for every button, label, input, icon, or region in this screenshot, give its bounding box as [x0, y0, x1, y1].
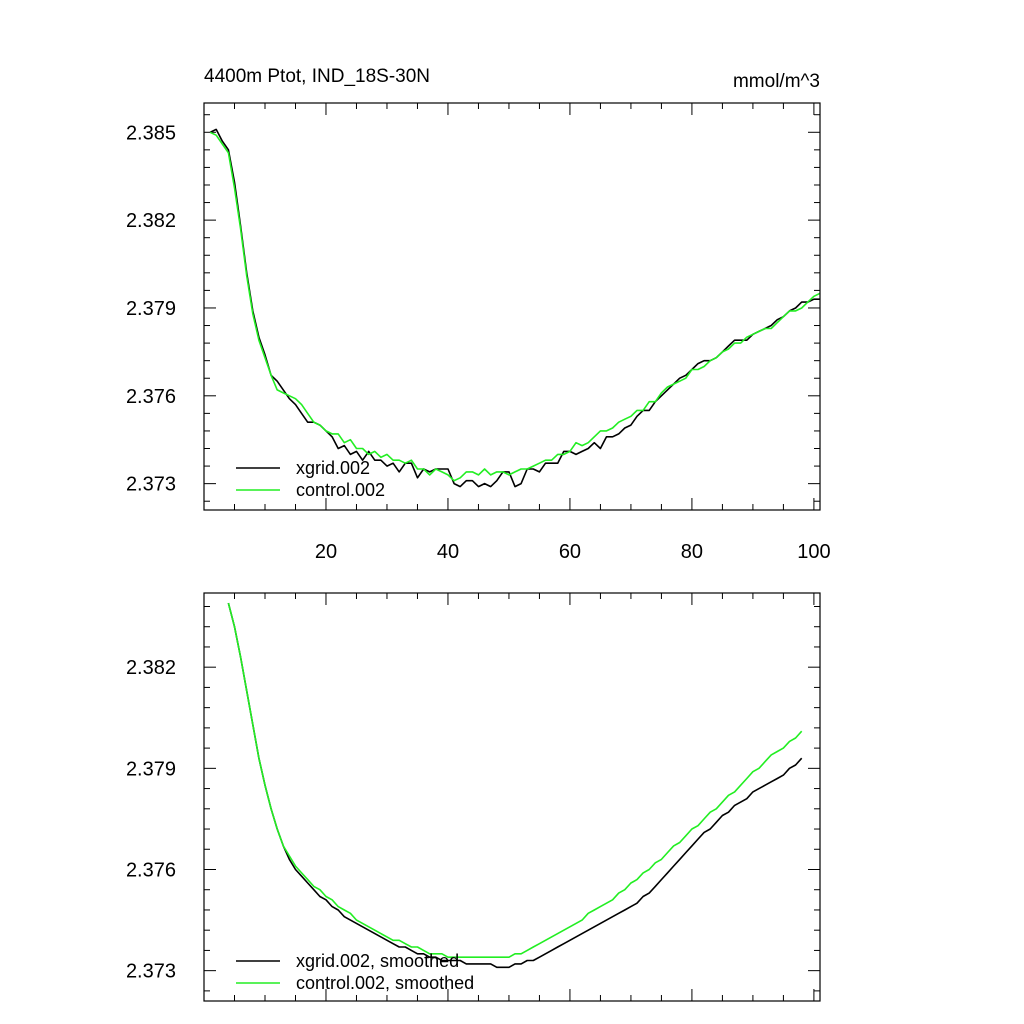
legend-label: control.002, smoothed [296, 973, 474, 993]
x-tick-label: 80 [681, 541, 703, 563]
y-tick-label: 2.376 [126, 859, 176, 881]
legend-label: xgrid.002, smoothed [296, 951, 459, 971]
y-tick-label: 2.379 [126, 298, 176, 320]
legend-label: control.002 [296, 480, 385, 500]
bottom-panel: 2.373 2.376 2.379 2.382 xgrid.002, smoothed… [126, 592, 821, 1002]
y-tick-label: 2.376 [126, 386, 176, 408]
series-group [209, 128, 821, 488]
y-tick-labels: 2.373 2.376 2.379 2.382 [126, 657, 176, 982]
x-tick-label: 40 [437, 541, 459, 563]
panel-title: 4400m Ptot, IND_18S-30N [204, 66, 430, 87]
top-panel: 4400m Ptot, IND_18S-30N mmol/m^3 2.3732.… [126, 66, 831, 563]
x-tick-label: 20 [315, 541, 337, 563]
x-tick-labels: 20 40 60 80 100 [315, 541, 831, 563]
x-tick-label: 100 [797, 541, 830, 563]
x-tick-label: 60 [559, 541, 581, 563]
y-tick-label: 2.382 [126, 210, 176, 232]
y-tick-label: 2.382 [126, 657, 176, 679]
series-line-xgrid-002 [209, 128, 820, 488]
series-line-xgrid-002-smoothed [227, 602, 803, 969]
tick-marks [204, 593, 820, 1001]
legend-label: xgrid.002 [296, 458, 370, 478]
plot-frame [203, 102, 821, 511]
units-label: mmol/m^3 [733, 71, 820, 92]
y-tick-labels: 2.373 2.376 2.379 2.382 2.385 [126, 122, 176, 495]
series-line-control-002-smoothed [227, 602, 803, 959]
series-group [227, 602, 803, 969]
plot-frame [203, 592, 821, 1002]
tick-marks [204, 103, 820, 510]
y-tick-label: 2.373 [126, 474, 176, 496]
y-tick-label: 2.373 [126, 961, 176, 983]
y-tick-label: 2.385 [126, 122, 176, 144]
y-tick-label: 2.379 [126, 758, 176, 780]
series-line-control-002 [209, 131, 821, 482]
